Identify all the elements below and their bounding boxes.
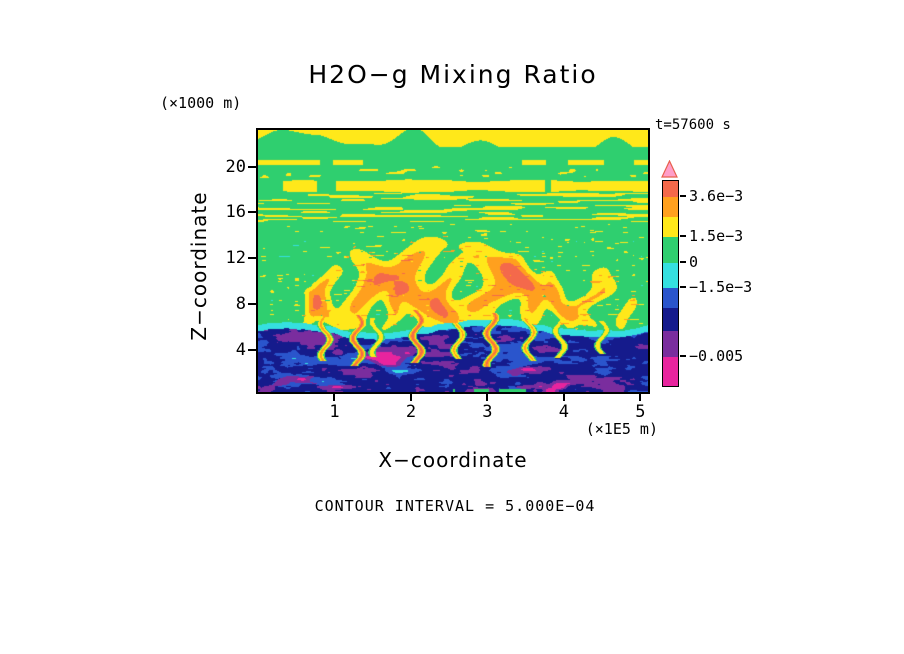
colorbar-segment bbox=[663, 181, 678, 197]
colorbar-tick bbox=[680, 286, 686, 288]
x-tick-label: 3 bbox=[482, 402, 493, 422]
x-tick-label: 2 bbox=[405, 402, 417, 422]
colorbar-segment bbox=[663, 357, 678, 386]
colorbar-segment bbox=[663, 288, 678, 308]
colorbar-segment bbox=[663, 331, 678, 357]
colorbar-overflow-arrow-icon bbox=[661, 160, 678, 178]
z-tick-label: 8 bbox=[235, 293, 246, 314]
colorbar-arrow-shape bbox=[661, 160, 678, 178]
z-tick-label: 16 bbox=[225, 202, 246, 223]
chart-title: H2O−g Mixing Ratio bbox=[308, 60, 598, 89]
colorbar-tick bbox=[680, 261, 686, 263]
colorbar-label: 3.6e−3 bbox=[689, 187, 744, 205]
contour-interval-note: CONTOUR INTERVAL = 5.000E−04 bbox=[314, 497, 596, 515]
z-tick-mark bbox=[248, 211, 256, 214]
colorbar-tick bbox=[680, 355, 686, 357]
colorbar-bar bbox=[662, 180, 679, 387]
x-axis-unit: (×1E5 m) bbox=[585, 420, 658, 438]
x-tick-label: 4 bbox=[558, 402, 569, 422]
z-axis-unit: (×1000 m) bbox=[160, 94, 242, 112]
z-tick-mark bbox=[248, 257, 256, 260]
colorbar-segment bbox=[663, 237, 678, 263]
colorbar-segment bbox=[663, 308, 678, 331]
x-tick-label: 5 bbox=[635, 402, 646, 422]
x-tick-mark bbox=[486, 394, 489, 401]
x-tick-label: 1 bbox=[329, 402, 340, 422]
colorbar-label: −1.5e−3 bbox=[689, 278, 753, 296]
x-tick-mark bbox=[409, 394, 412, 401]
z-tick-label: 12 bbox=[225, 248, 246, 269]
colorbar-label: 0 bbox=[689, 253, 699, 271]
x-tick-mark bbox=[562, 394, 565, 401]
x-tick-mark bbox=[639, 394, 642, 401]
colorbar-segment bbox=[663, 217, 678, 237]
colorbar-segment bbox=[663, 263, 678, 288]
z-tick-mark bbox=[248, 348, 256, 351]
z-tick-mark bbox=[248, 165, 256, 168]
colorbar-label: 1.5e−3 bbox=[689, 227, 744, 245]
z-tick-mark bbox=[248, 302, 256, 305]
colorbar-tick bbox=[680, 195, 686, 197]
contour-field bbox=[258, 130, 648, 392]
colorbar-tick bbox=[680, 235, 686, 237]
z-tick-label: 20 bbox=[225, 156, 246, 177]
x-tick-mark bbox=[333, 394, 336, 401]
z-tick-label: 4 bbox=[235, 339, 246, 360]
colorbar-label: −0.005 bbox=[689, 347, 744, 365]
timestamp: t=57600 s bbox=[655, 117, 731, 133]
plot-frame bbox=[256, 128, 650, 394]
colorbar-segment bbox=[663, 197, 678, 217]
x-axis-title: X−coordinate bbox=[378, 448, 528, 472]
